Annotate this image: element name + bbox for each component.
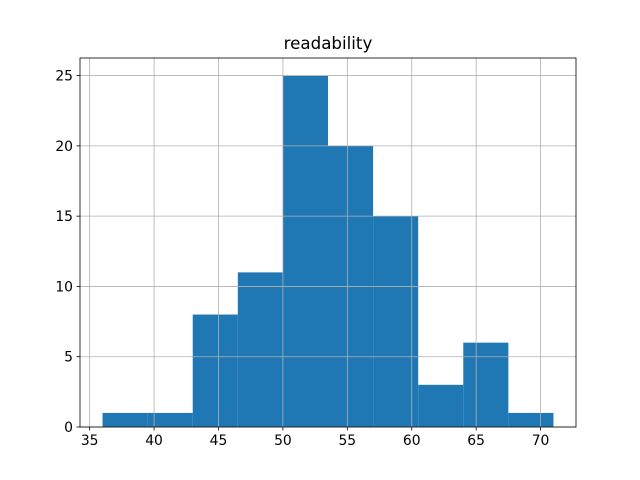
- x-tick-label: 50: [274, 433, 292, 449]
- bar: [192, 314, 238, 427]
- bar: [463, 342, 509, 427]
- bar: [373, 216, 419, 427]
- chart-title: readability: [284, 33, 373, 53]
- plot-frame: [79, 57, 577, 428]
- y-tick-label: 20: [55, 139, 73, 155]
- x-tick-label: 45: [210, 433, 228, 449]
- bar: [508, 412, 554, 427]
- bar: [237, 272, 283, 427]
- y-tick-label: 5: [64, 350, 73, 366]
- x-tick-label: 40: [145, 433, 163, 449]
- bar: [282, 75, 328, 428]
- y-tick-label: 25: [55, 69, 73, 85]
- x-tick-label: 60: [403, 433, 421, 449]
- bar: [418, 384, 464, 427]
- x-tick-label: 65: [467, 433, 485, 449]
- bar: [147, 412, 193, 427]
- x-tick-label: 70: [532, 433, 550, 449]
- y-tick-label: 10: [55, 279, 73, 295]
- bar: [102, 412, 148, 427]
- x-tick-label: 35: [81, 433, 99, 449]
- x-tick-label: 55: [338, 433, 356, 449]
- y-tick-label: 15: [55, 209, 73, 225]
- y-tick-label: 0: [64, 420, 73, 436]
